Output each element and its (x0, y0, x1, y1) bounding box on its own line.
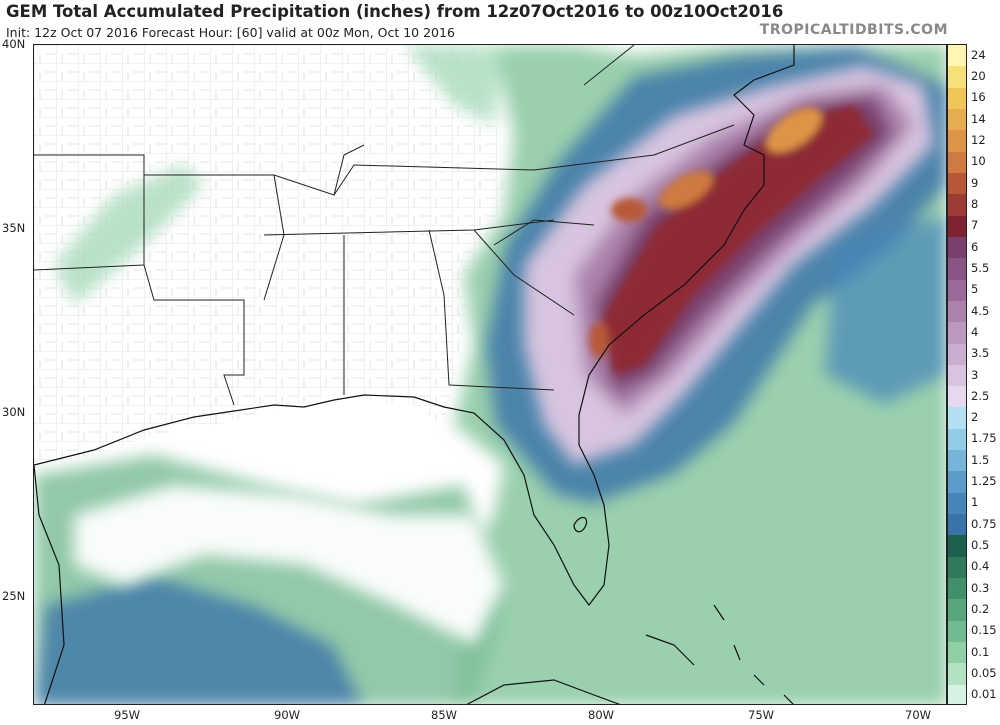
colorbar-label: 3.5 (971, 346, 990, 361)
colorbar-label: 12 (971, 132, 986, 147)
colorbar-cell (948, 556, 966, 580)
colorbar-cell (948, 642, 966, 665)
colorbar-cell (948, 514, 966, 537)
lon-label-85w: 85W (431, 708, 458, 722)
colorbar-label: 10 (971, 154, 986, 169)
colorbar-label: 0.75 (971, 516, 997, 531)
colorbar-cell (948, 172, 966, 196)
colorbar-cell (948, 684, 966, 704)
colorbar-label: 9 (971, 175, 979, 190)
precip-blue-east (824, 215, 946, 405)
lon-label-75w: 75W (748, 708, 775, 722)
colorbar-label: 0.05 (971, 666, 997, 681)
coastline (34, 45, 795, 704)
colorbar-cell (948, 130, 966, 153)
colorbar-label: 5.5 (971, 260, 990, 275)
colorbar-cell (948, 45, 966, 68)
brand-watermark: TROPICALTIDBITS.COM (759, 22, 948, 38)
state-borders (34, 45, 735, 406)
colorbar-cell (948, 599, 966, 622)
colorbar-label: 0.3 (971, 580, 990, 595)
colorbar-label: 20 (971, 68, 986, 83)
colorbar-cell (948, 151, 966, 174)
colorbar-cell (948, 300, 966, 324)
colorbar-cell (948, 279, 966, 302)
lat-label-40n: 40N (2, 37, 26, 51)
lon-label-70w: 70W (905, 708, 932, 722)
colorbar-cell (948, 663, 966, 686)
colorbar-label: 0.1 (971, 644, 990, 659)
colorbar-cell (948, 236, 966, 260)
colorbar-label: 0.15 (971, 623, 997, 638)
colorbar-label: 0.2 (971, 602, 990, 617)
colorbar-cell (948, 364, 966, 388)
colorbar-label: 2.5 (971, 388, 990, 403)
gulf-dry-area (74, 485, 504, 645)
lon-label-90w: 90W (274, 708, 301, 722)
colorbar-label: 7 (971, 218, 979, 233)
lon-label-80w: 80W (588, 708, 615, 722)
precip-orange-max-4 (589, 322, 609, 358)
colorbar-cell (948, 215, 966, 238)
colorbar-label: 0.01 (971, 687, 997, 702)
colorbar-label: 3 (971, 367, 979, 382)
precip-maroon-core (604, 105, 874, 375)
colorbar-cell (948, 87, 966, 110)
precip-orange-max-1 (766, 107, 822, 153)
colorbar-label: 6 (971, 239, 979, 254)
precip-orange-max-3 (611, 198, 647, 222)
lat-label-25n: 25N (2, 589, 26, 603)
lon-label-95w: 95W (114, 708, 141, 722)
colorbar-label: 1 (971, 495, 979, 510)
map-svg (34, 45, 946, 704)
colorbar-cell (948, 578, 966, 601)
colorbar-label: 1.75 (971, 431, 997, 446)
colorbar-cell (948, 620, 966, 644)
colorbar-label: 4.5 (971, 303, 990, 318)
colorbar-label: 0.4 (971, 559, 990, 574)
colorbar-label: 5 (971, 282, 979, 297)
colorbar-cell (948, 66, 966, 89)
colorbar (947, 44, 967, 705)
precip-orange-max-2 (659, 170, 713, 210)
colorbar-cell (948, 407, 966, 430)
colorbar-cell (948, 471, 966, 494)
colorbar-cell (948, 258, 966, 281)
colorbar-cell (948, 386, 966, 409)
colorbar-cell (948, 194, 966, 217)
colorbar-label: 24 (971, 47, 986, 62)
precip-field (34, 45, 946, 704)
colorbar-label: 1.25 (971, 474, 997, 489)
colorbar-cell (948, 428, 966, 452)
colorbar-cell (948, 108, 966, 132)
colorbar-label: 1.5 (971, 452, 990, 467)
us-land (34, 45, 504, 465)
lat-label-35n: 35N (2, 221, 26, 235)
colorbar-cell (948, 450, 966, 473)
colorbar-label: 16 (971, 90, 986, 105)
colorbar-label: 0.5 (971, 538, 990, 553)
colorbar-label: 2 (971, 410, 979, 425)
chart-title: GEM Total Accumulated Precipitation (inc… (6, 2, 784, 21)
colorbar-cell (948, 492, 966, 516)
chart-subtitle: Init: 12z Oct 07 2016 Forecast Hour: [60… (6, 25, 455, 40)
precipitation-map (33, 44, 947, 705)
colorbar-label: 8 (971, 196, 979, 211)
colorbar-cell (948, 535, 966, 558)
colorbar-label: 4 (971, 324, 979, 339)
colorbar-cell (948, 343, 966, 366)
lat-label-30n: 30N (2, 405, 26, 419)
colorbar-cell (948, 322, 966, 345)
precip-blue-gulf (34, 575, 364, 704)
colorbar-label: 14 (971, 111, 986, 126)
